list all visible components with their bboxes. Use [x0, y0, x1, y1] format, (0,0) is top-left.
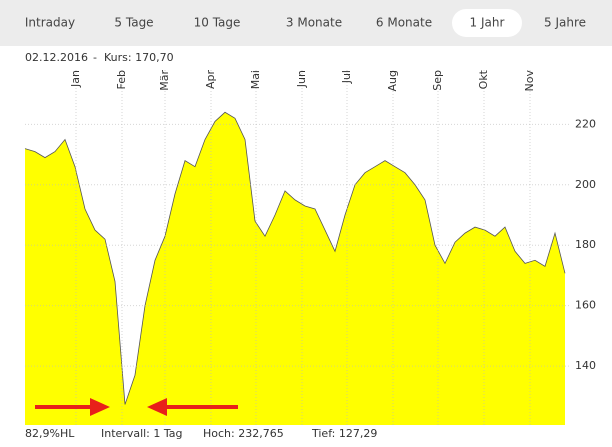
x-tick-label: Feb [115, 70, 128, 89]
footer-low: Tief: 127,29 [311, 427, 377, 440]
header-date: 02.12.2016 [25, 51, 88, 64]
annotation-arrows [35, 398, 238, 416]
y-tick-label: 180 [575, 238, 596, 251]
footer-high: Hoch: 232,765 [203, 427, 284, 440]
tab[interactable]: 1 Jahr [470, 16, 505, 30]
tab-selected-bg [452, 9, 522, 37]
footer-interval: Intervall: 1 Tag [101, 427, 183, 440]
x-tick-label: Jan [69, 70, 82, 88]
tab[interactable]: Intraday [25, 16, 75, 30]
plot: 140 160 180 200 220 Jan Feb Mär Apr Mai Jun Jul Aug S… [24, 69, 596, 426]
tab[interactable]: 3 Monate [286, 16, 342, 30]
header-quote: Kurs: 170,70 [104, 51, 174, 64]
x-tick-label: Mär [158, 70, 171, 91]
tabs: Intraday 5 Tage 10 Tage 3 Monate 6 Monate 1 J… [25, 9, 586, 37]
price-line [24, 111, 566, 405]
y-tick-label: 220 [575, 117, 596, 130]
tab[interactable]: 5 Tage [114, 16, 153, 30]
footer-range: 82,9%HL [25, 427, 75, 440]
area [25, 112, 565, 426]
x-tick-label: Mai [249, 70, 262, 89]
arrow-right-head [147, 398, 167, 416]
y-tick-label: 160 [575, 299, 596, 312]
tab[interactable]: 5 Jahre [544, 16, 586, 30]
y-tick-label: 140 [575, 359, 596, 372]
tab[interactable]: 10 Tage [194, 16, 241, 30]
x-tick-label: Jun [295, 70, 308, 88]
tab[interactable]: 6 Monate [376, 16, 432, 30]
x-tick-label: Aug [386, 70, 399, 91]
y-tick-label: 200 [575, 178, 596, 191]
arrow-left-head [90, 398, 110, 416]
header-separator: - [93, 51, 97, 64]
x-tick-label: Okt [477, 69, 490, 89]
x-tick-label: Sep [431, 70, 444, 91]
x-tick-label: Apr [204, 70, 217, 90]
x-tick-label: Jul [340, 70, 353, 84]
x-tick-label: Nov [523, 70, 536, 92]
